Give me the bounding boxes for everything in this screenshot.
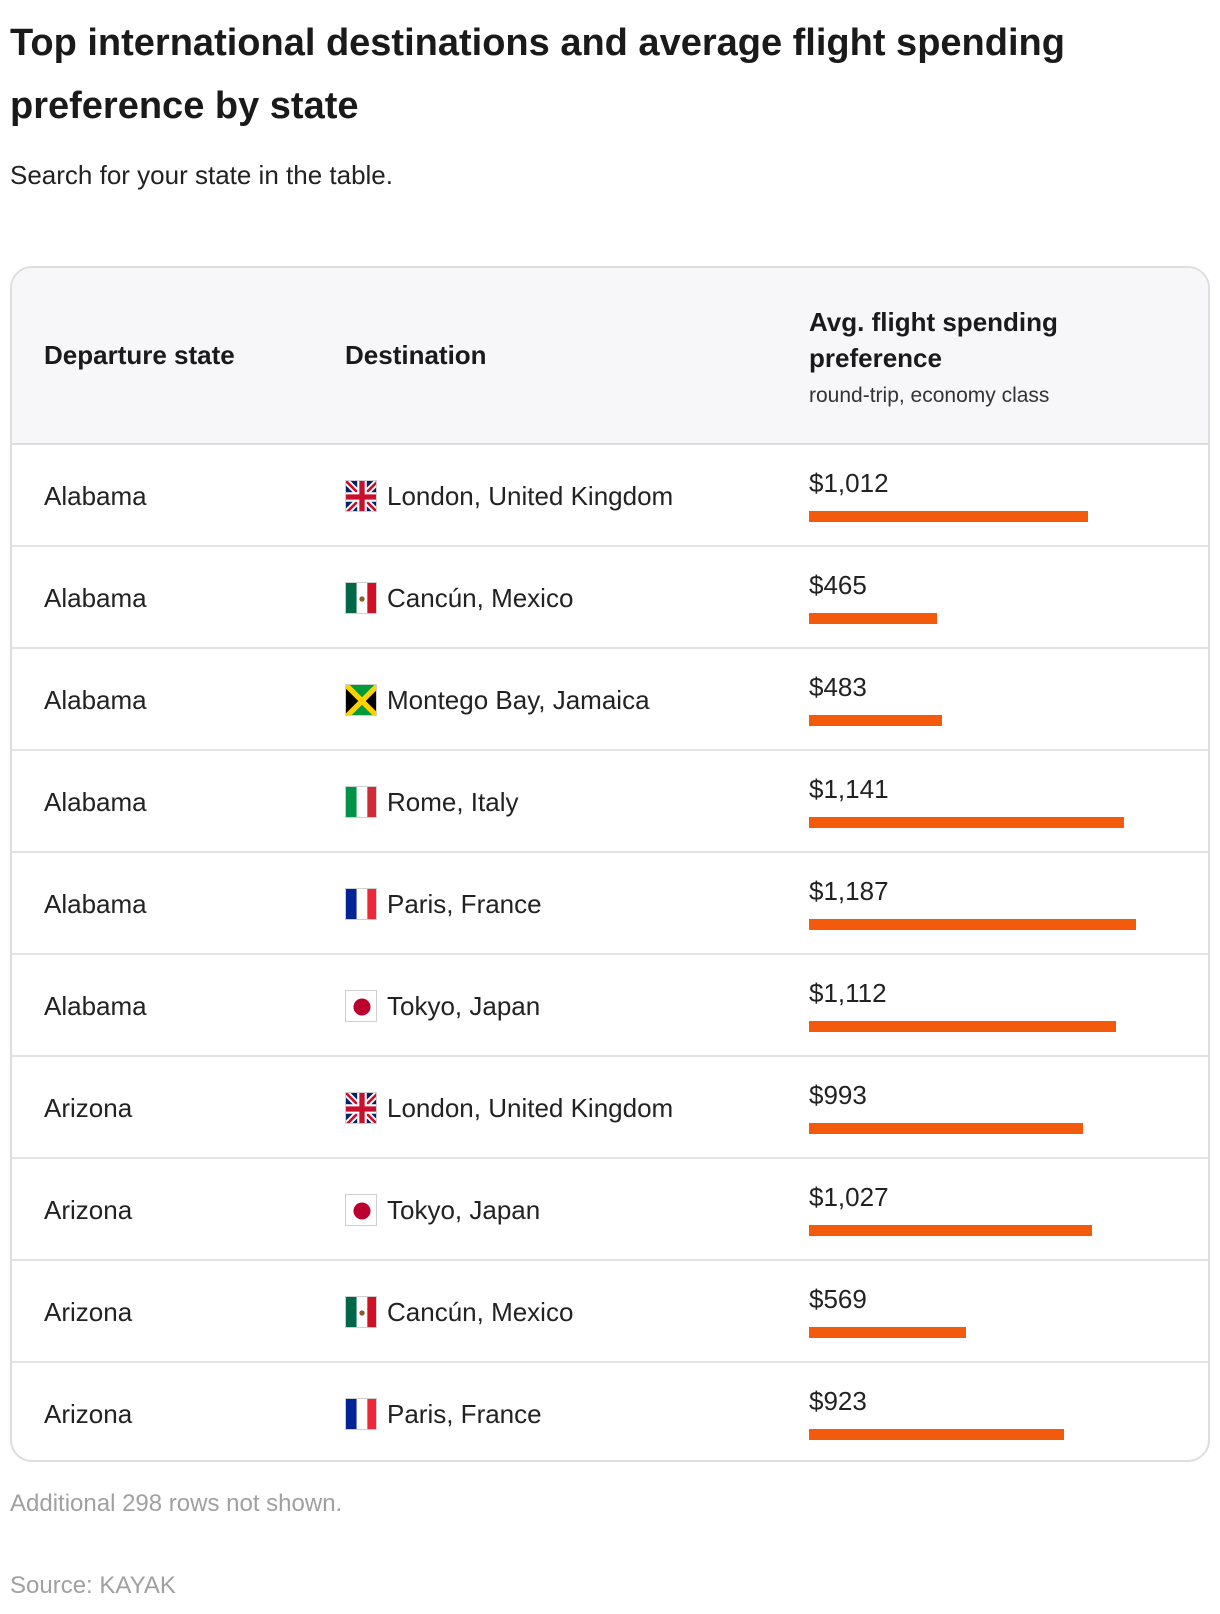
cell-departure-state: Alabama: [44, 889, 147, 919]
source-note: Source: KAYAK: [10, 1572, 176, 1599]
spend-bar: [809, 511, 1088, 522]
spend-value-label: $993: [809, 1080, 867, 1110]
spend-value-label: $923: [809, 1386, 867, 1416]
spend-bar: [809, 715, 942, 726]
table-row: Arizona Cancún, Mexico $569: [12, 1261, 1208, 1363]
spend-value-label: $465: [809, 570, 867, 600]
uk-flag-icon: [345, 1092, 377, 1124]
cell-destination: Tokyo, Japan: [345, 1159, 540, 1261]
destination-label: London, United Kingdom: [387, 1092, 674, 1123]
spend-bar: [809, 1327, 966, 1338]
cell-departure-state: Arizona: [44, 1093, 133, 1123]
france-flag-icon: [345, 1398, 377, 1430]
cell-destination: Paris, France: [345, 853, 542, 955]
japan-flag-icon: [345, 1194, 377, 1226]
cell-destination: London, United Kingdom: [345, 445, 673, 547]
spend-value-label: $1,141: [809, 774, 889, 804]
destination-label: Tokyo, Japan: [387, 1194, 541, 1225]
table-row: Alabama Rome, Italy $1,141: [12, 751, 1208, 853]
spend-bar: [809, 1429, 1064, 1440]
mexico-flag-icon: [345, 1296, 377, 1328]
cell-destination: Cancún, Mexico: [345, 547, 573, 649]
cell-departure-state: Arizona: [44, 1297, 133, 1327]
spend-bar: [809, 1225, 1092, 1236]
cell-departure-state: Alabama: [44, 583, 147, 613]
chart-title: Top international destinations and avera…: [10, 22, 1065, 127]
jamaica-flag-icon: [345, 684, 377, 716]
spend-value-label: $569: [809, 1284, 867, 1314]
rows-not-shown-note: Additional 298 rows not shown.: [10, 1490, 343, 1517]
destination-label: London, United Kingdom: [387, 480, 674, 511]
destination-label: Cancún, Mexico: [387, 582, 574, 613]
table-row: Arizona Tokyo, Japan $1,027: [12, 1159, 1208, 1261]
italy-flag-icon: [345, 786, 377, 818]
destination-label: Rome, Italy: [387, 786, 519, 817]
cell-departure-state: Alabama: [44, 685, 147, 715]
data-table: Departure state Destination Avg. flight …: [10, 266, 1210, 1462]
column-header-spend[interactable]: Avg. flight spending preference: [809, 307, 1058, 373]
table-row: Arizona London, United Kingdom $993: [12, 1057, 1208, 1159]
france-flag-icon: [345, 888, 377, 920]
spend-bar: [809, 919, 1136, 930]
table-row: Alabama Cancún, Mexico $465: [12, 547, 1208, 649]
cell-departure-state: Alabama: [44, 481, 147, 511]
table-body: Alabama London, United Kingdom $1,012 Alaba…: [12, 445, 1208, 1460]
cell-destination: Montego Bay, Jamaica: [345, 649, 650, 751]
cell-destination: Paris, France: [345, 1363, 542, 1460]
cell-departure-state: Arizona: [44, 1195, 133, 1225]
table-row: Alabama Tokyo, Japan $1,112: [12, 955, 1208, 1057]
destination-label: Paris, France: [387, 888, 542, 919]
cell-destination: Cancún, Mexico: [345, 1261, 573, 1363]
spend-value-label: $1,012: [809, 468, 889, 498]
spend-bar: [809, 1021, 1116, 1032]
cell-destination: London, United Kingdom: [345, 1057, 673, 1159]
table-row: Alabama Paris, France $1,187: [12, 853, 1208, 955]
table-header: Departure state Destination Avg. flight …: [12, 268, 1208, 445]
table-row: Alabama London, United Kingdom $1,012: [12, 445, 1208, 547]
destination-label: Cancún, Mexico: [387, 1296, 574, 1327]
destination-label: Paris, France: [387, 1398, 542, 1429]
destination-label: Tokyo, Japan: [387, 990, 541, 1021]
cell-destination: Rome, Italy: [345, 751, 519, 853]
cell-departure-state: Alabama: [44, 991, 147, 1021]
mexico-flag-icon: [345, 582, 377, 614]
cell-departure-state: Arizona: [44, 1399, 133, 1429]
table-row: Arizona Paris, France $923: [12, 1363, 1208, 1460]
table-row: Alabama Montego Bay, Jamaica $483: [12, 649, 1208, 751]
spend-value-label: $1,187: [809, 876, 889, 906]
cell-destination: Tokyo, Japan: [345, 955, 540, 1057]
spend-value-label: $483: [809, 672, 867, 702]
spend-value-label: $1,027: [809, 1182, 889, 1212]
spend-value-label: $1,112: [809, 978, 887, 1008]
chart-subtitle: Search for your state in the table.: [10, 160, 393, 190]
spend-bar: [809, 613, 937, 624]
cell-departure-state: Alabama: [44, 787, 147, 817]
spend-bar: [809, 817, 1124, 828]
column-header-spend-note: round-trip, economy class: [809, 384, 1050, 407]
column-header-state[interactable]: Departure state: [44, 340, 235, 370]
destination-label: Montego Bay, Jamaica: [387, 684, 650, 715]
spend-bar: [809, 1123, 1083, 1134]
japan-flag-icon: [345, 990, 377, 1022]
column-header-destination[interactable]: Destination: [345, 340, 487, 370]
uk-flag-icon: [345, 480, 377, 512]
